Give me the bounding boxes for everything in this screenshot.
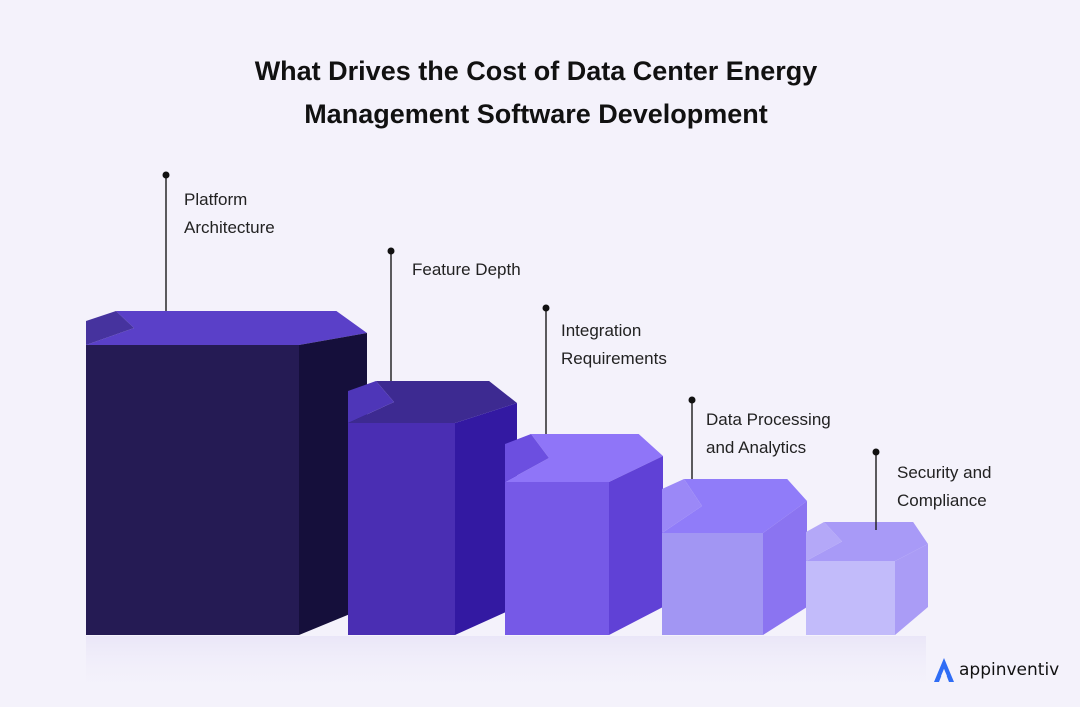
block-top-face (662, 479, 807, 533)
label-security-compliance: Security and Compliance (897, 459, 992, 515)
title-line-1: What Drives the Cost of Data Center Ener… (254, 56, 818, 86)
block-front-face (662, 533, 763, 635)
brand-logo: appinventiv (933, 655, 1059, 685)
label-line: Platform (184, 190, 248, 209)
block-side-face (895, 544, 928, 635)
label-line: Architecture (184, 218, 275, 237)
block-side-face (455, 403, 517, 635)
leader-dot-platform-architecture (162, 171, 170, 179)
block-front-face (806, 561, 895, 635)
block-notch (662, 479, 702, 533)
leader-dot-data-processing (688, 396, 696, 404)
block-notch (806, 522, 842, 561)
block-notch (505, 434, 549, 482)
leader-dot-integration-requirements (542, 304, 550, 312)
block-side-face (763, 501, 807, 635)
step-block-feature-depth (348, 381, 517, 635)
floor-reflection (86, 636, 926, 696)
step-block-security-compliance (806, 522, 928, 635)
step-block-integration-requirements (505, 434, 663, 635)
leader-dot-feature-depth (387, 247, 395, 255)
block-notch (348, 381, 394, 423)
block-front-face (348, 423, 455, 635)
step-block-platform-architecture (86, 311, 367, 635)
block-top-face (806, 522, 928, 561)
label-line: Security and (897, 463, 992, 482)
label-feature-depth: Feature Depth (412, 256, 521, 284)
appinventiv-logo-icon (934, 658, 954, 682)
label-data-processing: Data Processing and Analytics (706, 406, 831, 462)
label-line: Feature Depth (412, 260, 521, 279)
block-notch (86, 311, 134, 345)
block-front-face (86, 345, 299, 635)
label-line: Integration (561, 321, 642, 340)
block-top-face (86, 311, 367, 345)
block-top-face (505, 434, 663, 482)
block-front-face (505, 482, 609, 635)
label-line: Requirements (561, 349, 667, 368)
page-title: What Drives the Cost of Data Center Ener… (0, 50, 1072, 136)
label-integration-requirements: Integration Requirements (561, 317, 667, 373)
step-block-data-processing (662, 479, 807, 635)
title-line-2: Management Software Development (304, 99, 768, 129)
leader-dot-security-compliance (872, 448, 880, 456)
block-top-face (348, 381, 517, 423)
label-platform-architecture: Platform Architecture (184, 186, 275, 242)
label-line: and Analytics (706, 438, 807, 457)
block-side-face (609, 456, 663, 635)
label-line: Compliance (897, 491, 987, 510)
label-line: Data Processing (706, 410, 831, 429)
brand-name: appinventiv (959, 660, 1060, 680)
